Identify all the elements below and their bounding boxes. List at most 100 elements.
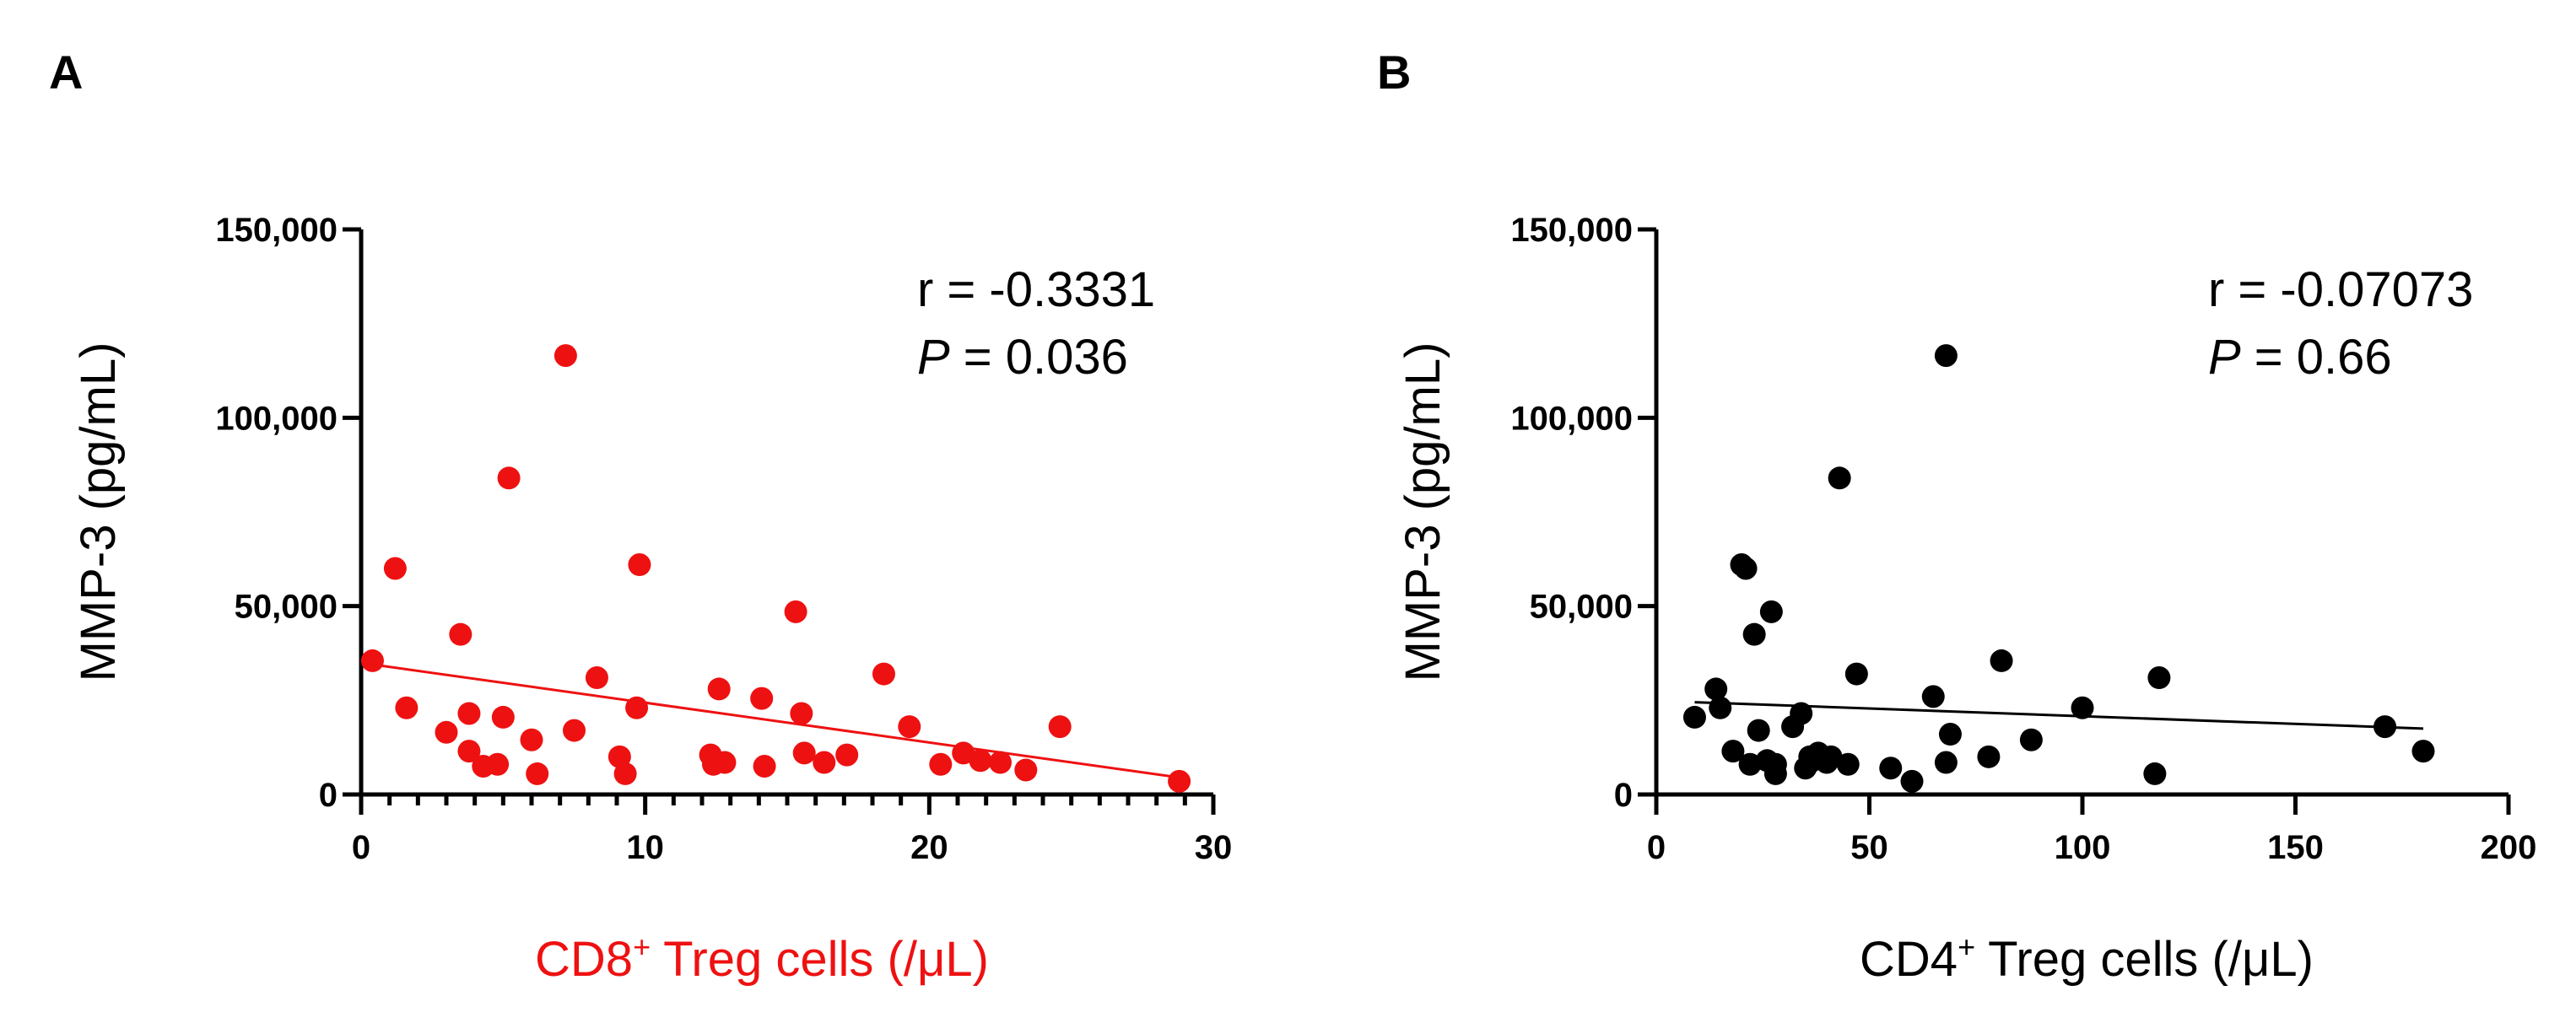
stat-r-a: r = -0.3331 [917, 262, 1155, 317]
data-point-b [1742, 622, 1766, 646]
data-point-b [1844, 662, 1868, 686]
y-tick-label-a: 50,000 [235, 589, 338, 626]
ticks-b: 0 50,000 100,000 150,000 0 50 100 150 200 [1510, 212, 2536, 866]
data-point-b [1990, 649, 2013, 672]
x-tick-label-b: 0 [1647, 829, 1666, 866]
y-tick-label-a: 0 [319, 777, 338, 814]
data-point-a [449, 622, 473, 646]
x-tick-label-b: 100 [2055, 829, 2111, 866]
data-point-a [491, 705, 515, 729]
ticks-a: 0 50,000 100,000 150,000 0 10 20 30 [215, 212, 1232, 866]
x-axis-title-a-rest: Treg cells (/μL) [651, 932, 989, 987]
y-tick-label-a: 150,000 [215, 212, 338, 249]
data-point-a [1014, 758, 1038, 782]
data-point-b [1934, 344, 1958, 368]
data-point-a [952, 741, 975, 765]
x-tick-label-b: 200 [2481, 829, 2537, 866]
data-point-b [1709, 696, 1732, 719]
data-point-a [784, 600, 807, 623]
regression-line-b [1694, 701, 2424, 730]
data-point-a [835, 743, 859, 767]
data-point-b [1734, 557, 1758, 580]
data-point-b [1977, 745, 2001, 768]
data-point-a [989, 751, 1012, 774]
data-point-b [2071, 696, 2094, 719]
data-point-b [1721, 740, 1745, 763]
stat-r-b: r = -0.07073 [2208, 262, 2473, 317]
data-point-b [1704, 677, 1728, 701]
data-point-a [613, 762, 637, 785]
data-point-b [1921, 685, 1945, 708]
points-b [1682, 344, 2435, 793]
data-point-a [713, 751, 737, 774]
data-point-a [554, 344, 577, 368]
stat-p-symbol-a: P [917, 330, 950, 385]
data-point-a [753, 755, 776, 778]
data-point-b [1836, 752, 1860, 776]
data-point-a [585, 666, 608, 690]
data-point-a [929, 752, 953, 776]
y-axis-title-a: MMP-3 (pg/mL) [71, 342, 126, 682]
data-point-a [360, 649, 384, 672]
stat-p-value-a: = 0.036 [950, 330, 1128, 385]
panel-letter-b: B [1377, 46, 1411, 99]
data-point-a [563, 719, 586, 742]
data-point-a [486, 752, 510, 776]
panel-letter-a: A [49, 46, 83, 99]
data-point-a [526, 762, 549, 785]
data-point-a [707, 677, 731, 701]
data-point-a [457, 702, 481, 725]
data-point-b [1738, 752, 1762, 776]
points-a [360, 344, 1191, 793]
data-point-a [497, 466, 521, 490]
x-axis-title-b-main: CD4 [1860, 932, 1958, 987]
fit-line-group-b [1694, 701, 2424, 730]
data-point-a [395, 696, 419, 719]
panel-a: A 0 50,000 100,000 150,000 0 10 20 30 MMP-3 (pg… [49, 46, 1232, 987]
x-tick-label-a: 0 [352, 829, 370, 866]
stat-p-symbol-b: P [2208, 330, 2241, 385]
data-point-b [2143, 762, 2167, 785]
x-axis-title-a: CD8+ Treg cells (/μL) [535, 929, 989, 987]
x-tick-label-a: 30 [1195, 829, 1233, 866]
data-point-a [435, 720, 458, 744]
x-axis-title-b-sup: + [1958, 929, 1975, 964]
data-point-b [1879, 757, 1903, 780]
data-point-b [2019, 728, 2043, 751]
data-point-b [2411, 740, 2435, 763]
data-point-b [1763, 752, 1787, 776]
stat-p-value-b: = 0.66 [2241, 330, 2392, 385]
data-point-b [1747, 719, 1770, 742]
data-point-a [457, 740, 481, 763]
data-point-a [1048, 715, 1072, 739]
data-point-a [813, 751, 836, 774]
data-point-b [2147, 666, 2171, 690]
y-tick-label-b: 0 [1614, 777, 1633, 814]
stat-p-b: P = 0.66 [2208, 330, 2392, 385]
data-point-b [1828, 466, 1851, 490]
data-point-a [1168, 769, 1191, 793]
y-tick-label-b: 150,000 [1510, 212, 1633, 249]
data-point-a [750, 687, 774, 710]
data-point-b [1900, 769, 1924, 793]
data-point-a [625, 696, 649, 719]
x-axis-title-a-main: CD8 [535, 932, 633, 987]
data-point-a [898, 715, 921, 739]
data-point-b [1938, 723, 1962, 746]
data-point-b [1790, 702, 1813, 725]
regression-line-a [372, 663, 1180, 779]
data-point-b [1682, 705, 1706, 729]
panel-b: B 0 50,000 100,000 150,000 0 50 100 150 200 MMP-… [1377, 46, 2536, 987]
data-point-a [790, 702, 813, 725]
x-axis-title-a-sup: + [633, 929, 651, 964]
data-point-a [872, 662, 895, 686]
data-point-b [1759, 600, 1783, 623]
x-axis-title-b: CD4+ Treg cells (/μL) [1860, 929, 2314, 987]
data-point-b [2373, 715, 2397, 739]
data-point-a [520, 728, 543, 751]
data-point-b [1934, 751, 1958, 774]
x-tick-label-a: 10 [626, 829, 664, 866]
data-point-a [628, 553, 651, 577]
